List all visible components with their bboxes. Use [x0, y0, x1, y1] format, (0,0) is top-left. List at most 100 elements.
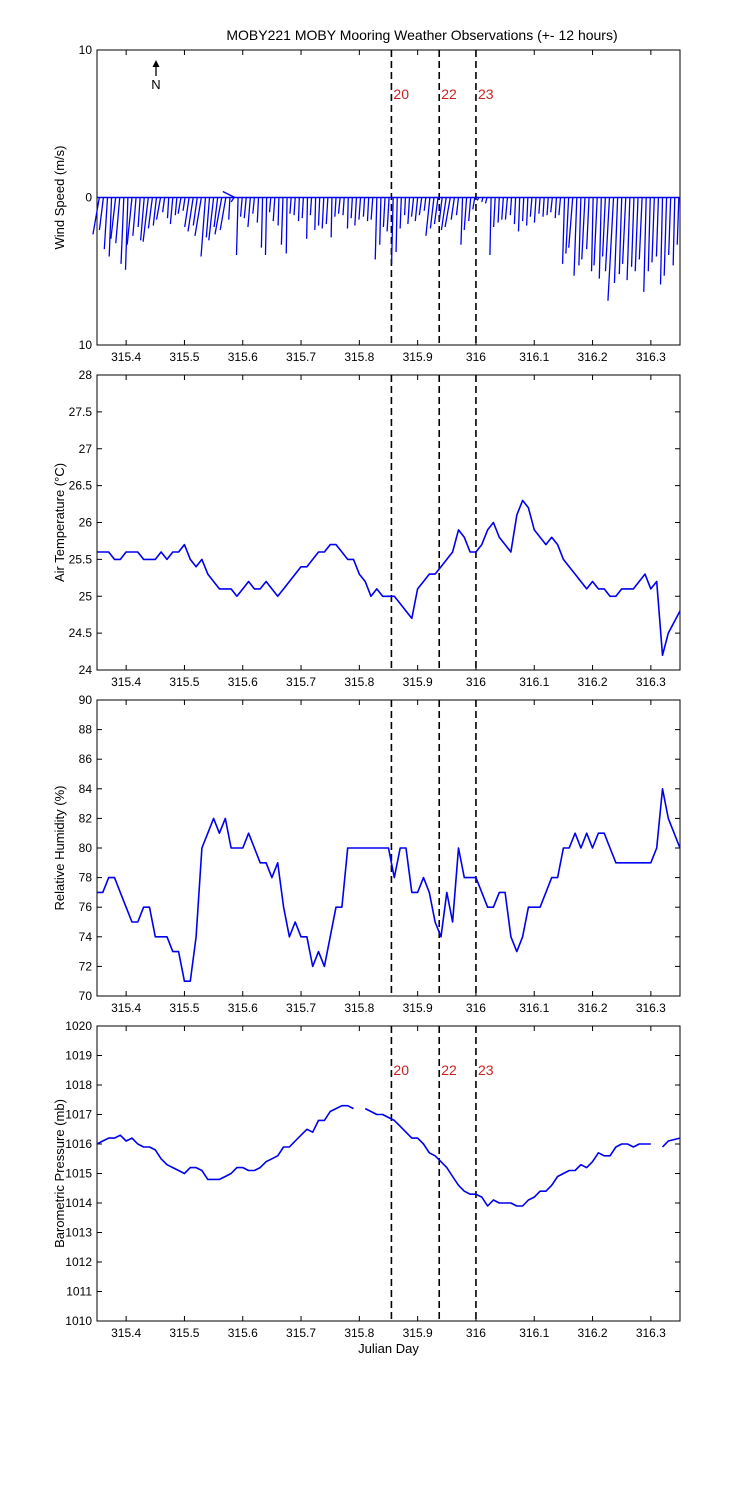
x-tick-label: 315.7: [286, 1001, 316, 1015]
wind-vector: [208, 197, 215, 241]
wind-vector: [103, 197, 109, 250]
y-tick-label: 82: [79, 811, 93, 825]
y-tick-label: 72: [79, 959, 93, 973]
wind-vector: [542, 197, 545, 217]
x-tick-label: 315.7: [286, 1326, 316, 1340]
north-arrow-icon: [152, 60, 160, 76]
wind-vector: [621, 197, 627, 264]
x-tick-label: 315.8: [344, 350, 374, 364]
wind-vector: [463, 197, 468, 230]
wind-vector: [489, 197, 492, 256]
wind-vector: [476, 197, 480, 201]
y-tick-label: 1015: [65, 1167, 92, 1181]
wind-vector: [472, 197, 476, 210]
wind-vector: [647, 197, 651, 272]
wind-vector: [492, 197, 496, 228]
event-marker-label: 22: [441, 1062, 457, 1078]
wind-vector: [450, 197, 456, 220]
wind-vector: [213, 197, 219, 228]
x-tick-label: 315.8: [344, 1326, 374, 1340]
data-series-line: [364, 1107, 651, 1207]
wind-vector: [230, 197, 235, 203]
wind-vector: [330, 197, 333, 238]
wind-vector: [550, 197, 553, 213]
x-tick-label: 315.6: [228, 675, 258, 689]
wind-vector: [668, 197, 672, 256]
wind-vector: [521, 197, 525, 222]
x-tick-label: 316.3: [636, 1326, 666, 1340]
x-tick-label: 315.5: [169, 1326, 199, 1340]
wind-vector: [297, 197, 300, 222]
x-tick-label: 316.3: [636, 675, 666, 689]
wind-vector: [634, 197, 639, 272]
wind-vector: [342, 197, 345, 216]
y-tick-label: 1017: [65, 1108, 92, 1122]
x-tick-label: 315.4: [111, 350, 141, 364]
wind-vector: [110, 197, 117, 239]
x-tick-label: 316.2: [578, 1001, 608, 1015]
wind-vector: [137, 197, 141, 228]
wind-vector: [578, 197, 582, 266]
x-tick-label: 315.6: [228, 1326, 258, 1340]
figure-title: MOBY221 MOBY Mooring Weather Observation…: [226, 27, 617, 43]
x-tick-label: 316.3: [636, 1001, 666, 1015]
wind-vector: [247, 197, 251, 228]
wind-vector: [546, 197, 549, 216]
wind-vector: [663, 197, 668, 276]
wind-vector: [607, 197, 615, 301]
x-tick-label: 315.9: [403, 675, 433, 689]
plot-frame: [96, 374, 681, 671]
y-tick-label: 1018: [65, 1078, 92, 1092]
wind-vector: [538, 197, 541, 214]
wind-vector: [554, 197, 558, 219]
wind-vector: [626, 197, 631, 281]
wind-vector: [604, 197, 611, 272]
wind-vector: [177, 197, 182, 214]
wind-vector: [497, 197, 500, 223]
wind-vector: [155, 197, 162, 220]
x-tick-label: 316.1: [519, 350, 549, 364]
y-tick-label: 78: [79, 871, 93, 885]
data-series-line: [96, 1104, 354, 1181]
wind-vector: [98, 197, 105, 231]
wind-vector: [618, 197, 623, 275]
x-tick-label: 315.5: [169, 350, 199, 364]
wind-vector: [525, 197, 529, 226]
wind-vector: [358, 197, 362, 220]
wind-vector: [184, 197, 190, 228]
wind-vector: [481, 197, 484, 203]
wind-vector: [429, 197, 435, 229]
wind-vector: [382, 197, 386, 228]
data-series-line: [97, 499, 681, 657]
y-tick-label: 1016: [65, 1137, 92, 1151]
wind-vector: [643, 197, 647, 292]
wind-vector: [370, 197, 374, 220]
wind-vector: [92, 197, 100, 235]
chart-panel-2: 24 24.5 25 25.5 26 26.5 27 27.5 28 315.4 315.5 315.…: [52, 368, 681, 689]
event-marker-label: 23: [478, 1062, 494, 1078]
x-tick-label: 316.2: [578, 350, 608, 364]
x-axis-label: Julian Day: [358, 1341, 419, 1356]
wind-vector: [655, 197, 660, 257]
wind-vector: [354, 197, 358, 226]
wind-vector: [501, 197, 504, 220]
wind-vector: [147, 197, 154, 229]
y-tick-label: 26.5: [69, 479, 93, 493]
wind-vector: [438, 197, 443, 222]
wind-vector: [581, 197, 586, 260]
wind-vector: [659, 197, 664, 285]
chart-panel-3: 70 72 74 76 78 80 82 84 86 88 90 315.4 315.5 315.6 315…: [52, 693, 681, 1015]
wind-vector: [314, 197, 317, 230]
wind-vector: [268, 197, 272, 213]
wind-vector: [513, 197, 517, 225]
wind-vector: [399, 197, 402, 229]
wind-vector: [182, 197, 186, 211]
wind-vector: [132, 197, 137, 236]
wind-vector: [423, 197, 427, 211]
x-tick-label: 315.9: [403, 350, 433, 364]
wind-vector: [161, 197, 166, 213]
x-tick-label: 316: [466, 675, 486, 689]
wind-vector: [593, 197, 598, 266]
y-tick-label: 1010: [65, 1314, 92, 1328]
